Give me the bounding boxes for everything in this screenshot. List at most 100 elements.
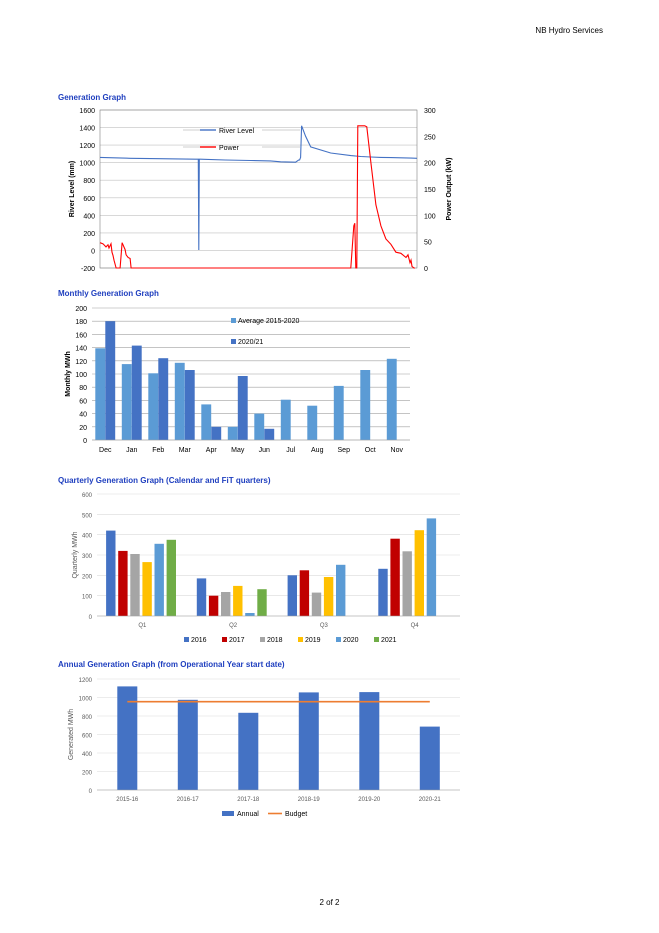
y-tick-label: 100 (82, 595, 93, 601)
y-tick-label: 800 (82, 715, 93, 721)
y2-tick-label: 250 (424, 134, 436, 141)
x-tick-label: Q1 (138, 623, 147, 629)
y-tick-label: 600 (82, 493, 93, 499)
bar (131, 345, 142, 440)
bar (390, 538, 400, 616)
page-number: 2 of 2 (319, 898, 340, 907)
y-tick-label: 200 (82, 574, 93, 580)
y-tick-label: 1000 (79, 161, 95, 168)
y-tick-label: 160 (75, 332, 87, 339)
bar (158, 358, 169, 440)
legend-label: 2018 (267, 637, 283, 644)
x-tick-label: Jun (259, 447, 270, 454)
y2-axis-label: Power Output (kW) (446, 158, 453, 221)
bar (426, 518, 437, 616)
y-axis-label: Generated MWh (68, 709, 75, 760)
legend-swatch (336, 637, 341, 642)
legend-label: Annual (237, 811, 259, 818)
legend-label: River Level (219, 128, 254, 135)
annual-chart: 0 200 400 600 800 1000 1200 Generated MWh 2015-1… (68, 678, 460, 818)
y-tick-label: 0 (89, 789, 93, 795)
legend-label: 2017 (229, 637, 245, 644)
company-name: NB Hydro Services (535, 26, 603, 35)
bar (221, 592, 231, 616)
legend-label: Average 2015-2020 (238, 318, 299, 325)
legend-swatch (298, 637, 303, 642)
bar (311, 592, 322, 616)
bar (307, 405, 318, 440)
bar (118, 550, 128, 616)
y2-tick-label: 0 (424, 266, 428, 273)
legend-label: Budget (285, 811, 307, 818)
bar (287, 575, 297, 616)
y-tick-label: 1400 (79, 126, 95, 133)
y2-tick-label: 200 (424, 161, 436, 168)
y-tick-label: 800 (83, 178, 95, 185)
monthly-graph-title: Monthly Generation Graph (58, 289, 159, 298)
legend-label: 2021 (381, 637, 397, 644)
bar (184, 370, 195, 440)
bar (414, 530, 424, 616)
y-tick-label: 400 (82, 534, 93, 540)
bar (105, 321, 116, 440)
bar (233, 585, 243, 616)
x-tick-label: May (231, 447, 245, 454)
x-tick-label: Q4 (411, 623, 420, 629)
generation-graph-title: Generation Graph (58, 93, 127, 102)
y-tick-label: 100 (75, 372, 87, 379)
legend-swatch (231, 318, 236, 323)
bar (238, 712, 259, 790)
bar (117, 686, 138, 790)
x-tick-label: Aug (311, 447, 324, 454)
y-tick-label: 140 (75, 346, 87, 353)
x-tick-label: 2016-17 (177, 797, 200, 803)
bar (208, 595, 219, 616)
bar (264, 428, 275, 440)
bar (154, 543, 164, 616)
bar (359, 692, 380, 790)
y-tick-label: 40 (79, 412, 87, 419)
bar (245, 613, 255, 616)
x-tick-label: Oct (365, 447, 376, 454)
bar (95, 348, 106, 440)
bar (402, 551, 412, 616)
y-tick-label: 0 (91, 248, 95, 255)
x-tick-label: 2018-19 (298, 797, 321, 803)
y-tick-label: 500 (82, 513, 93, 519)
bar (333, 385, 344, 440)
bar (211, 426, 222, 440)
legend-label: 2020 (343, 637, 359, 644)
bar (130, 554, 140, 616)
y-tick-label: 200 (82, 771, 93, 777)
y-tick-label: 1200 (79, 678, 93, 684)
quarterly-chart: 0 100 200 300 400 500 600 Quarterly MWh Q1 Q2 Q3 Q4… (72, 493, 460, 644)
y-axis-label: Quarterly MWh (72, 531, 79, 578)
y-tick-label: 180 (75, 319, 87, 326)
x-tick-label: Sep (338, 447, 351, 454)
legend-swatch (222, 637, 227, 642)
x-tick-label: 2019-20 (358, 797, 381, 803)
bar (227, 426, 238, 440)
y-tick-label: 80 (79, 385, 87, 392)
bar (174, 362, 185, 440)
y2-tick-label: 150 (424, 187, 436, 194)
bar (237, 376, 248, 440)
series-line-river-level (99, 125, 418, 251)
generation-chart: -200 0 200 400 600 800 1000 1200 1400 1600 0 50 100 1… (69, 108, 453, 273)
y-tick-label: 200 (75, 306, 87, 313)
y2-tick-label: 50 (424, 240, 432, 247)
bar (148, 373, 159, 440)
legend-label: Power (219, 145, 240, 152)
bar (166, 539, 176, 617)
legend-swatch (184, 637, 189, 642)
bar (323, 577, 334, 616)
y-tick-label: 1200 (79, 143, 95, 150)
bar (386, 358, 397, 440)
bar (419, 726, 440, 790)
x-tick-label: Q3 (320, 623, 329, 629)
legend-label: 2020/21 (238, 339, 263, 346)
y-tick-label: 0 (89, 615, 93, 621)
y-tick-label: 400 (82, 752, 93, 758)
legend-swatch (374, 637, 379, 642)
bar (280, 399, 291, 440)
